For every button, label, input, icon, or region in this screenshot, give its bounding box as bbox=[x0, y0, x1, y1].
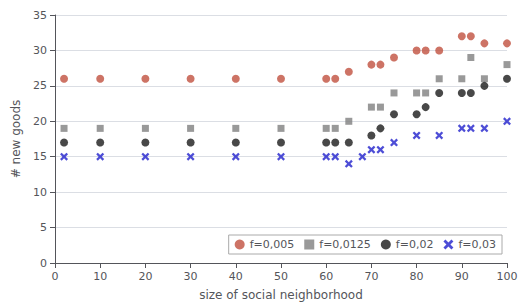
svg-text:35: 35 bbox=[33, 9, 47, 22]
svg-text:60: 60 bbox=[319, 270, 333, 283]
svg-text:0: 0 bbox=[52, 270, 59, 283]
svg-text:20: 20 bbox=[138, 270, 152, 283]
svg-text:70: 70 bbox=[364, 270, 378, 283]
svg-text:30: 30 bbox=[184, 270, 198, 283]
svg-text:20: 20 bbox=[33, 115, 47, 128]
svg-text:80: 80 bbox=[410, 270, 424, 283]
svg-text:90: 90 bbox=[455, 270, 469, 283]
svg-text:50: 50 bbox=[274, 270, 288, 283]
svg-text:25: 25 bbox=[33, 79, 47, 92]
svg-text:5: 5 bbox=[40, 221, 47, 234]
svg-text:100: 100 bbox=[497, 270, 518, 283]
svg-text:30: 30 bbox=[33, 44, 47, 57]
svg-text:15: 15 bbox=[33, 150, 47, 163]
svg-text:size of social neighborhood: size of social neighborhood bbox=[199, 288, 363, 302]
svg-text:40: 40 bbox=[229, 270, 243, 283]
svg-text:10: 10 bbox=[93, 270, 107, 283]
svg-text:f=0,0125: f=0,0125 bbox=[319, 238, 371, 251]
svg-text:f=0,02: f=0,02 bbox=[396, 238, 434, 251]
svg-text:f=0,03: f=0,03 bbox=[458, 238, 496, 251]
svg-text:0: 0 bbox=[40, 257, 47, 270]
svg-text:f=0,005: f=0,005 bbox=[250, 238, 295, 251]
svg-text:10: 10 bbox=[33, 186, 47, 199]
svg-text:# new goods: # new goods bbox=[9, 100, 23, 179]
